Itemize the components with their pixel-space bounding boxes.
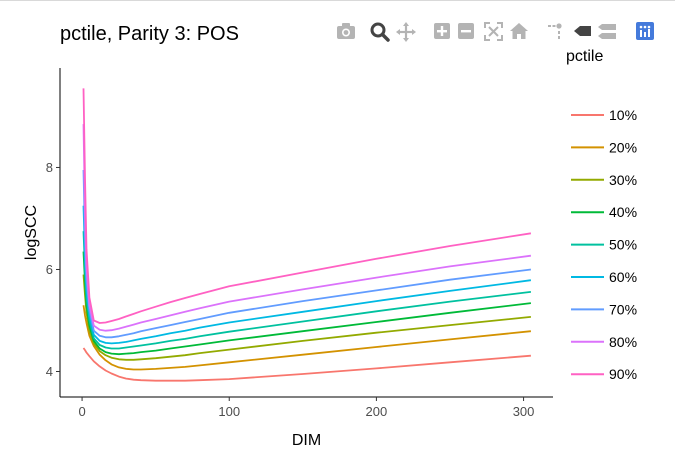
zoom-icon[interactable] — [370, 22, 390, 42]
autoscale-icon[interactable] — [484, 22, 503, 41]
y-tick-label: 4 — [46, 364, 53, 379]
series-line-4 — [82, 251, 532, 356]
pan-icon[interactable] — [396, 22, 416, 42]
chart-title: pctile, Parity 3: POS — [60, 23, 239, 45]
hover-closest-icon[interactable] — [574, 26, 591, 36]
series-line-7 — [82, 169, 532, 339]
x-axis-label: DIM — [292, 432, 321, 449]
y-tick-label: 6 — [46, 262, 53, 277]
legend-label: 80% — [609, 334, 637, 350]
reset-axes-icon[interactable] — [510, 23, 528, 39]
legend-label: 40% — [609, 204, 637, 220]
legend-label: 30% — [609, 172, 637, 188]
series-line-9 — [82, 88, 532, 324]
series-line-3 — [82, 274, 531, 361]
legend-label: 50% — [609, 237, 637, 253]
x-tick-label: 100 — [218, 404, 240, 419]
plotly-logo-icon[interactable] — [636, 22, 654, 40]
modebar — [336, 20, 661, 42]
legend-label: 10% — [609, 107, 637, 123]
series-line-6 — [82, 205, 532, 345]
legend-label: 70% — [609, 301, 637, 317]
legend-label: 90% — [609, 366, 637, 382]
series-line-5 — [82, 231, 532, 350]
y-axis-label: logSCC — [23, 205, 40, 260]
top-border — [0, 0, 675, 1]
zoom-in-icon[interactable] — [434, 23, 450, 39]
zoom-out-icon[interactable] — [458, 23, 474, 39]
series-line-8 — [82, 124, 532, 332]
hover-compare-icon[interactable] — [598, 24, 616, 39]
spike-lines-icon[interactable] — [548, 23, 562, 39]
y-tick-label: 8 — [46, 160, 53, 175]
x-tick-label: 300 — [513, 404, 535, 419]
x-tick-label: 0 — [78, 404, 85, 419]
camera-icon[interactable] — [337, 23, 355, 39]
series-line-1 — [82, 347, 531, 382]
legend-title: pctile — [566, 48, 604, 65]
legend-label: 20% — [609, 139, 637, 155]
x-tick-label: 200 — [366, 404, 388, 419]
legend-label: 60% — [609, 269, 637, 285]
series-line-2 — [82, 305, 531, 371]
